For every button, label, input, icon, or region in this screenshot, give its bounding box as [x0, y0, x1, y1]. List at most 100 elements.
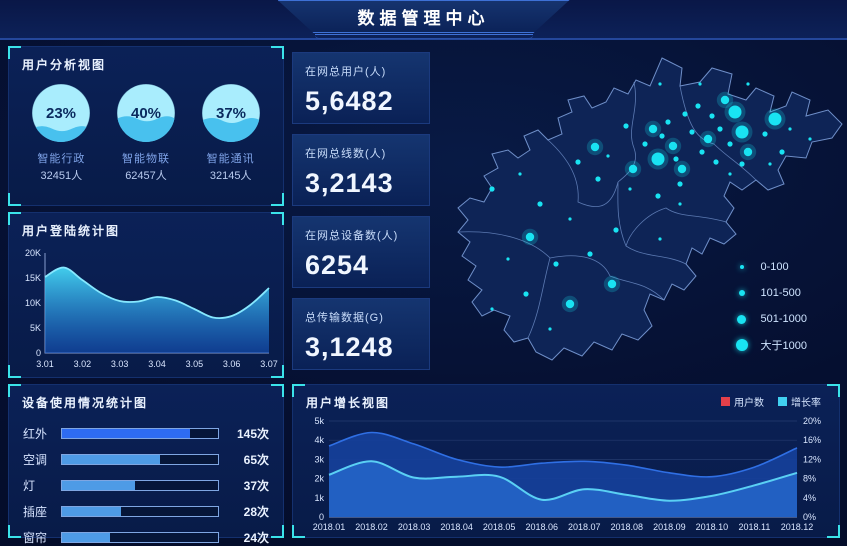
- tick-label: 2018.01: [313, 522, 346, 532]
- map-dot: [628, 164, 638, 174]
- map-legend-dot-wrap: [735, 314, 761, 324]
- corner-bracket-icon: [271, 525, 284, 538]
- map-dot: [695, 103, 701, 109]
- gauge-count: 32145人: [209, 170, 252, 182]
- map-dot: [713, 159, 719, 165]
- map-dot: [699, 149, 705, 155]
- map-legend-label: 大于1000: [760, 340, 807, 352]
- login-area-chart: 0 5K 10K 15K 20K 3.01 3.02 3.03 3.04 3.05 3.06 3.07: [25, 248, 278, 369]
- corner-bracket-icon: [292, 384, 305, 397]
- map-legend-row-3: 大于1000: [735, 332, 808, 358]
- map-dot: [673, 156, 679, 162]
- device-bar-list: 红外 145次 空调 65次灯 37次 插座 28次 窗帘 24次: [9, 411, 283, 546]
- tick-label: 3.06: [223, 359, 241, 369]
- map-legend-dot-icon: [738, 290, 745, 296]
- gauge-0: 23% 智能行政 32451人: [23, 81, 99, 183]
- corner-bracket-icon: [271, 212, 284, 225]
- page-title: 数据管理中心: [357, 9, 490, 28]
- map-dot: [665, 119, 671, 125]
- panel-user-analysis: 用户分析视图 23% 智能行政 32451人 40% 智能物联 62457人 37% 智能通讯…: [8, 46, 284, 206]
- gauge-count: 62457人: [125, 170, 167, 182]
- device-bar-fill: [62, 481, 136, 490]
- panel-user-growth: 用户增长视图 用户数 增长率 0 1k 2k 3k 4k 5k 0% 4% 8% 12% 16% 20%…: [292, 384, 840, 538]
- corner-bracket-icon: [8, 525, 21, 538]
- map-dot: [762, 131, 768, 137]
- growth-chart-series: [328, 431, 798, 517]
- tick-label: 2018.11: [739, 522, 771, 532]
- gauge-row: 23% 智能行政 32451人 40% 智能物联 62457人 37% 智能通讯 32145人: [9, 73, 283, 183]
- map-legend-row-0: 0-100: [735, 254, 808, 280]
- gauge-2: 37% 智能通讯 32145人: [193, 81, 269, 183]
- tick-label: 2018.03: [398, 522, 431, 532]
- tick-label: 2018.06: [525, 522, 558, 532]
- map-dot: [735, 125, 749, 139]
- map-dot: [779, 149, 785, 155]
- legend-label: 用户数: [734, 398, 764, 409]
- panel-title: 用户分析视图: [22, 58, 107, 72]
- kpi-label: 总传输数据(G): [305, 312, 384, 324]
- map-dot: [658, 82, 662, 86]
- device-bar-fill: [62, 429, 190, 438]
- map-dot: [727, 141, 733, 147]
- map-dot: [548, 327, 552, 331]
- tick-label: 4k: [314, 435, 324, 445]
- map-dot: [728, 105, 742, 119]
- corner-bracket-icon: [271, 384, 284, 397]
- kpi-label: 在网总线数(人): [305, 148, 387, 160]
- map-dot: [490, 307, 494, 311]
- gauge-name: 智能通讯: [206, 153, 255, 165]
- map-dot: [746, 82, 750, 86]
- tick-label: 10K: [25, 298, 41, 308]
- map-legend-label: 101-500: [760, 287, 801, 299]
- tick-label: 15K: [25, 273, 41, 283]
- province-map: [457, 57, 843, 361]
- map-dot: [525, 232, 535, 242]
- device-bar-track: [61, 428, 219, 439]
- corner-bracket-icon: [827, 384, 840, 397]
- device-row-1: 空调 65次: [23, 451, 269, 468]
- tick-label: 2018.08: [611, 522, 644, 532]
- device-row-4: 窗帘 24次: [23, 529, 269, 546]
- tick-label: 20%: [803, 416, 821, 426]
- device-value: 24次: [243, 531, 269, 545]
- map-dot: [587, 251, 593, 257]
- legend-item-1[interactable]: 增长率: [778, 394, 821, 409]
- tick-label: 3.05: [186, 359, 204, 369]
- map-legend-dot-icon: [737, 314, 746, 324]
- corner-bracket-icon: [292, 525, 305, 538]
- map-region: 0-100 101-500 501-1000 大于1000: [430, 44, 847, 380]
- map-legend-row-2: 501-1000: [735, 306, 807, 332]
- device-bar-track: [61, 532, 219, 543]
- map-dot: [523, 291, 529, 297]
- panel-title: 设备使用情况统计图: [22, 396, 149, 410]
- map-dot: [678, 202, 682, 206]
- device-value: 65次: [243, 453, 269, 467]
- corner-bracket-icon: [8, 193, 21, 206]
- liquid-gauge: 37%: [201, 83, 261, 143]
- map-dot: [553, 261, 559, 267]
- map-dot: [613, 227, 619, 233]
- map-dot: [768, 162, 772, 166]
- corner-bracket-icon: [8, 212, 21, 225]
- growth-chart-labels: 0 1k 2k 3k 4k 5k 0% 4% 8% 12% 16% 20% 2018.01 2018.02…: [313, 416, 821, 532]
- title-underline-ornament: [314, 34, 533, 39]
- svg-text:37%: 37%: [216, 105, 246, 122]
- map-legend-dot-icon: [739, 265, 744, 269]
- map-dot: [703, 134, 713, 144]
- tick-label: 2018.12: [781, 522, 814, 532]
- corner-bracket-icon: [271, 46, 284, 59]
- map-dot: [648, 124, 658, 134]
- legend-item-0[interactable]: 用户数: [721, 394, 764, 409]
- tick-label: 12%: [803, 454, 821, 464]
- growth-chart-legend: 用户数 增长率: [721, 394, 821, 409]
- corner-bracket-icon: [8, 365, 21, 378]
- map-dot: [677, 164, 687, 174]
- legend-swatch: [778, 397, 787, 406]
- tick-label: 2018.09: [653, 522, 686, 532]
- tick-label: 1k: [314, 493, 324, 503]
- device-row-3: 插座 28次: [23, 503, 269, 520]
- tick-label: 3k: [314, 454, 324, 464]
- map-legend-row-1: 101-500: [735, 280, 808, 306]
- gauge-name: 智能行政: [37, 153, 86, 165]
- map-dot: [720, 95, 730, 105]
